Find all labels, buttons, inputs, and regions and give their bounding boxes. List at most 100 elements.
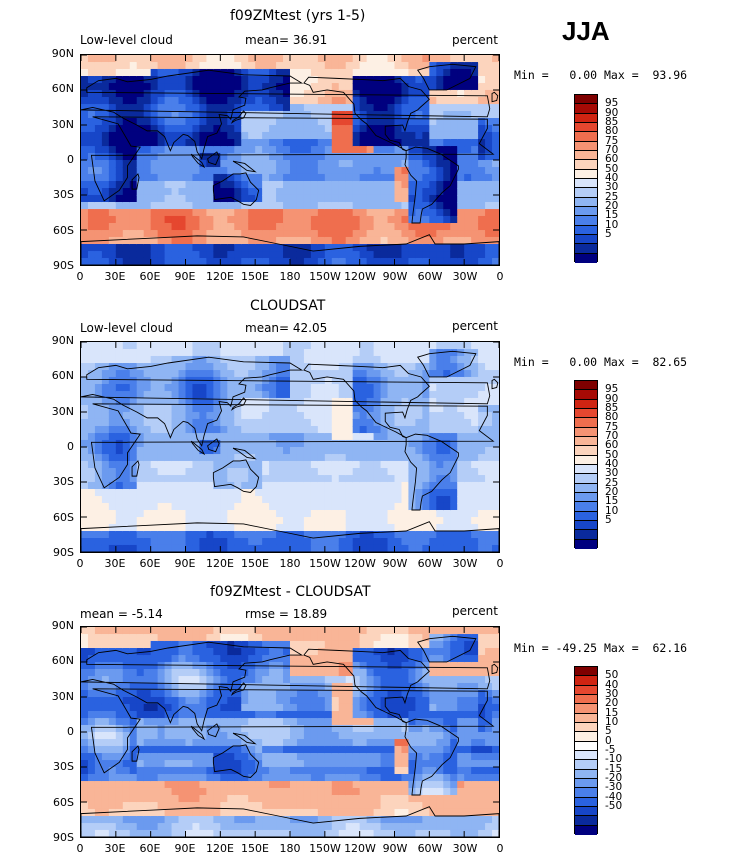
colorbar-tick-label: 15 [605, 706, 619, 719]
longitude-tick-label: 120W [344, 557, 376, 570]
mean-label: mean= 42.05 [245, 321, 328, 335]
latitude-tick-label: 30N [51, 404, 74, 418]
longitude-tick-label: 150E [241, 270, 269, 283]
colorbar-tick-label: 80 [605, 411, 619, 424]
longitude-tick-label: 150E [241, 842, 269, 855]
longitude-tick-label: 60E [139, 557, 161, 570]
latitude-tick-label: 30N [51, 689, 74, 703]
colorbar-tick-label: 20 [605, 200, 619, 212]
map-field [81, 55, 499, 265]
longitude-tick-label: 120W [344, 270, 376, 283]
colorbar-swatch [575, 511, 597, 521]
colorbar-tick-label: 10 [605, 504, 619, 517]
colorbar-swatch [575, 816, 597, 826]
latitude-tick-label: 0 [67, 153, 74, 166]
colorbar-swatch [575, 474, 597, 484]
panel-title: f09ZMtest - CLOUDSAT [210, 584, 371, 600]
latitude-tick-label: 60N [51, 82, 74, 96]
coastline [212, 744, 260, 778]
colorbar-tick-label: 85 [605, 116, 619, 128]
panel-title: CLOUDSAT [250, 298, 326, 314]
colorbar-swatch [575, 244, 597, 254]
colorbar-swatch [575, 399, 597, 409]
coastline [81, 356, 491, 447]
colorbar-swatch [575, 797, 597, 807]
colorbar-swatch [575, 206, 597, 217]
latitude-tick-label: 60S [53, 223, 74, 237]
latitude-tick-label: 30S [53, 188, 74, 202]
colorbar-swatch [575, 483, 597, 493]
colorbar-swatch [575, 141, 597, 151]
variable-label: Low-level cloud [80, 33, 173, 47]
latitude-tick-label: 60S [53, 795, 74, 809]
colorbar-swatch [575, 806, 597, 817]
longitude-tick-label: 0 [76, 557, 84, 570]
colorbar-swatch [575, 197, 597, 207]
latitude-tick-label: 30S [53, 475, 74, 489]
coastline [491, 378, 499, 390]
coastline [190, 153, 206, 169]
colorbar-tick-label: -30 [605, 781, 623, 794]
colorbar-swatch [575, 150, 597, 161]
colorbar-swatch [575, 160, 597, 170]
longitude-tick-label: 60E [139, 270, 161, 283]
longitude-tick-label: 0 [76, 270, 84, 283]
coastline [232, 732, 257, 745]
coastline [190, 440, 206, 456]
colorbar-tick-label: 30 [605, 181, 619, 194]
coastline [416, 350, 477, 378]
colorbar-swatch [575, 390, 597, 400]
colorbar-tick-label: 60 [605, 439, 619, 452]
colorbar-swatch [575, 188, 597, 198]
latitude-tick-label: 90S [53, 259, 74, 272]
longitude-tick-label: 0 [76, 842, 84, 855]
colorbar-tick-label: 90 [605, 106, 619, 119]
longitude-tick-label: 90W [382, 557, 408, 570]
longitude-tick-label: 180 [279, 270, 301, 283]
units-label: percent [452, 604, 498, 618]
colorbar-swatch [575, 667, 597, 677]
colorbar-swatch [575, 427, 597, 437]
map-panel-obs [80, 341, 500, 553]
longitude-tick-label: 90E [174, 270, 196, 283]
coastline [303, 363, 430, 439]
colorbar-swatch [575, 788, 597, 798]
colorbar-tick-label: 10 [605, 716, 619, 728]
colorbar-swatch [575, 825, 597, 835]
longitude-tick-label: 150E [241, 557, 269, 570]
colorbar-swatch [575, 713, 597, 723]
colorbar-swatch [575, 234, 597, 245]
latitude-tick-label: 30N [51, 117, 74, 131]
coastline [416, 63, 477, 91]
colorbar-swatch [575, 253, 597, 263]
longitude-tick-label: 60W [417, 842, 443, 855]
coastline [230, 397, 247, 411]
min-max-stats: Min = 0.00 Max = 93.96 [514, 68, 688, 82]
coastline [81, 69, 491, 160]
colorbar-tick-label: 50 [605, 448, 619, 461]
mean-label: mean = -5.14 [80, 607, 163, 621]
colorbar-swatch [575, 113, 597, 123]
colorbar-swatch [575, 694, 597, 705]
colorbar-swatch [575, 178, 597, 189]
coastline [90, 116, 495, 202]
colorbar-tick-label: 0 [605, 734, 612, 747]
colorbar-swatch [575, 132, 597, 142]
colorbar-swatch [575, 418, 597, 428]
longitude-tick-label: 60E [139, 842, 161, 855]
longitude-tick-label: 90E [174, 557, 196, 570]
longitude-tick-label: 120E [206, 270, 234, 283]
longitude-tick-label: 180 [279, 557, 301, 570]
coastline [232, 160, 257, 173]
longitude-tick-label: 30E [104, 842, 126, 855]
colorbar-tick-label: 80 [605, 125, 619, 138]
colorbar-swatch [575, 492, 597, 503]
longitude-tick-label: 90W [382, 842, 408, 855]
latitude-tick-label: 60S [53, 510, 74, 524]
colorbar-swatch [575, 408, 597, 419]
colorbar-tick-label: 90 [605, 392, 619, 405]
longitude-tick-label: 150W [309, 842, 341, 855]
colorbar-tick-label: 40 [605, 458, 619, 470]
latitude-tick-label: 90S [53, 831, 74, 844]
colorbar-tick-label: 5 [605, 228, 612, 240]
